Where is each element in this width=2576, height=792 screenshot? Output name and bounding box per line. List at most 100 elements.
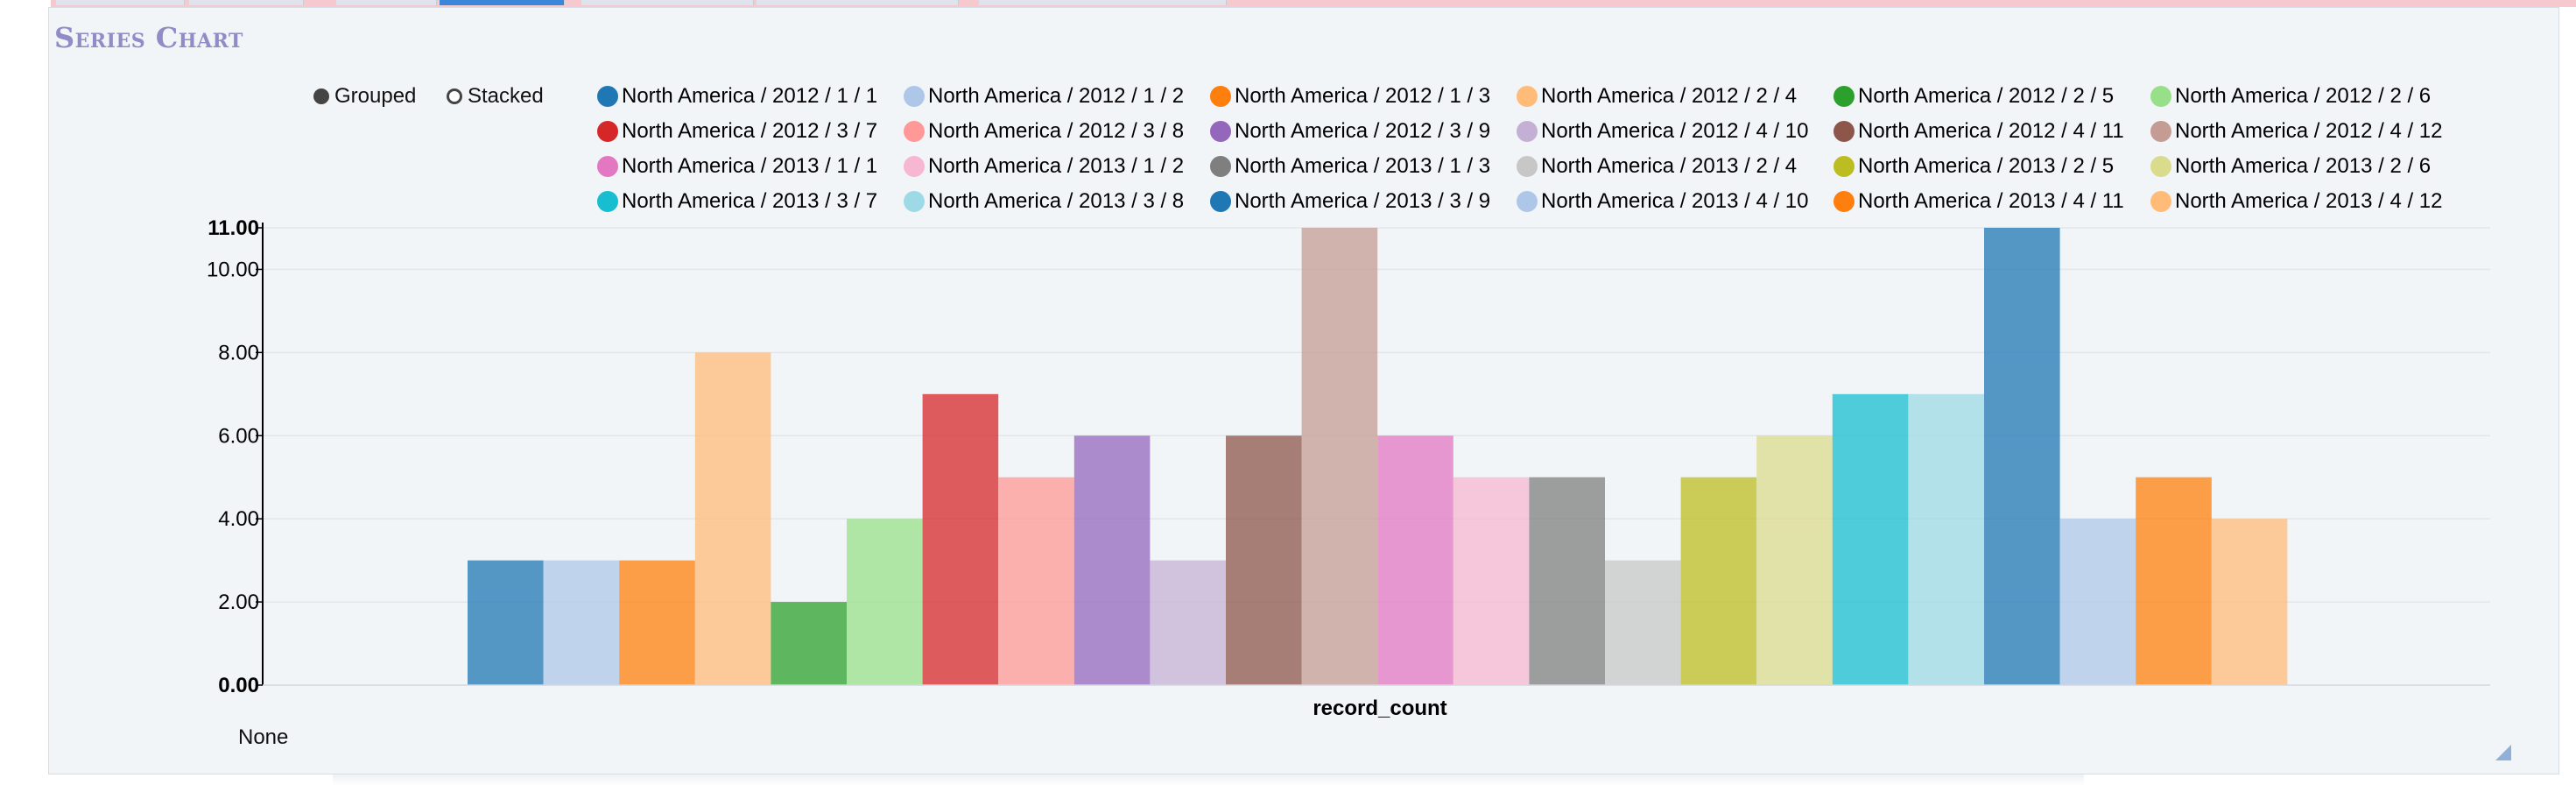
bar[interactable] [1073, 435, 1151, 685]
legend-swatch-icon [1210, 191, 1231, 212]
top-tab[interactable] [581, 0, 754, 5]
legend-label: North America / 2013 / 3 / 9 [1235, 189, 1491, 213]
stacked-toggle[interactable]: Stacked [447, 84, 544, 109]
y-tick-label: 8.00 [218, 341, 259, 364]
legend-item[interactable]: North America / 2013 / 4 / 11 [1833, 189, 2124, 214]
legend-label: North America / 2013 / 2 / 4 [1541, 154, 1798, 178]
legend-swatch-icon [904, 121, 925, 142]
legend-swatch-icon [597, 86, 618, 107]
legend-item[interactable]: North America / 2013 / 4 / 10 [1517, 189, 1809, 214]
legend-swatch-icon [1833, 156, 1855, 177]
top-tab[interactable] [189, 0, 304, 5]
legend-label: North America / 2012 / 4 / 12 [2175, 119, 2443, 143]
bar[interactable] [847, 519, 923, 685]
legend-label: North America / 2012 / 1 / 3 [1235, 84, 1491, 108]
legend-item[interactable]: North America / 2012 / 2 / 6 [2150, 84, 2431, 109]
legend-item[interactable]: North America / 2012 / 1 / 3 [1210, 84, 1490, 109]
legend-swatch-icon [2150, 156, 2171, 177]
legend-item[interactable]: North America / 2012 / 4 / 12 [2150, 119, 2443, 144]
grouped-toggle[interactable]: Grouped [313, 84, 416, 109]
bar[interactable] [998, 477, 1074, 685]
bar[interactable] [2136, 477, 2212, 685]
legend-item[interactable]: North America / 2012 / 1 / 2 [904, 84, 1184, 109]
resize-grip-icon[interactable] [2495, 745, 2511, 760]
legend-label: North America / 2012 / 4 / 10 [1541, 119, 1809, 143]
legend-swatch-icon [1517, 156, 1538, 177]
y-tick-label: 4.00 [218, 507, 259, 531]
panel-shadow [333, 774, 2084, 787]
bar[interactable] [543, 560, 620, 685]
legend-swatch-icon [904, 86, 925, 107]
bar[interactable] [1605, 560, 1681, 685]
legend-item[interactable]: North America / 2012 / 1 / 1 [597, 84, 877, 109]
legend-label: North America / 2012 / 2 / 4 [1541, 84, 1798, 108]
legend-item[interactable]: North America / 2013 / 2 / 6 [2150, 154, 2431, 179]
legend-swatch-icon [1517, 121, 1538, 142]
bar[interactable] [1680, 477, 1757, 685]
bar[interactable] [2211, 519, 2288, 685]
legend-swatch-icon [1833, 191, 1855, 212]
legend-item[interactable]: North America / 2013 / 4 / 12 [2150, 189, 2443, 214]
bar[interactable] [1908, 393, 1984, 685]
legend-swatch-icon [1833, 86, 1855, 107]
legend-label: North America / 2012 / 1 / 2 [928, 84, 1185, 108]
legend-swatch-icon [1517, 86, 1538, 107]
legend-label: North America / 2012 / 3 / 7 [622, 119, 878, 143]
stacked-label: Stacked [468, 84, 544, 108]
legend-item[interactable]: North America / 2013 / 1 / 2 [904, 154, 1184, 179]
bar[interactable] [1226, 435, 1302, 685]
legend-item[interactable]: North America / 2013 / 1 / 1 [597, 154, 877, 179]
legend-item[interactable]: North America / 2013 / 2 / 5 [1833, 154, 2114, 179]
legend-item[interactable]: North America / 2013 / 2 / 4 [1517, 154, 1797, 179]
bar[interactable] [1529, 477, 1605, 685]
bar[interactable] [619, 560, 695, 685]
legend-label: North America / 2012 / 1 / 1 [622, 84, 878, 108]
legend-swatch-icon [1210, 156, 1231, 177]
legend-swatch-icon [597, 191, 618, 212]
legend-item[interactable]: North America / 2013 / 3 / 9 [1210, 189, 1490, 214]
legend-item[interactable]: North America / 2012 / 3 / 8 [904, 119, 1184, 144]
legend-item[interactable]: North America / 2012 / 2 / 5 [1833, 84, 2114, 109]
top-tab-strip [51, 0, 2576, 7]
legend-item[interactable]: North America / 2012 / 4 / 10 [1517, 119, 1809, 144]
legend-item[interactable]: North America / 2012 / 3 / 7 [597, 119, 877, 144]
legend-item[interactable]: North America / 2012 / 3 / 9 [1210, 119, 1490, 144]
top-tab[interactable] [336, 0, 437, 5]
legend-label: North America / 2013 / 1 / 1 [622, 154, 878, 178]
bar[interactable] [922, 393, 999, 685]
bar[interactable] [771, 602, 847, 685]
bar[interactable] [1984, 228, 2060, 685]
legend-swatch-icon [1210, 121, 1231, 142]
legend-label: North America / 2013 / 4 / 10 [1541, 189, 1809, 213]
legend-item[interactable]: North America / 2013 / 1 / 3 [1210, 154, 1490, 179]
legend-swatch-icon [597, 121, 618, 142]
legend-item[interactable]: North America / 2012 / 2 / 4 [1517, 84, 1797, 109]
legend-swatch-icon [904, 156, 925, 177]
legend-label: North America / 2013 / 3 / 8 [928, 189, 1185, 213]
x-axis-label: record_count [1313, 697, 1446, 720]
bar[interactable] [1832, 393, 1909, 685]
legend-label: North America / 2013 / 3 / 7 [622, 189, 878, 213]
top-tab[interactable] [56, 0, 185, 5]
legend-swatch-icon [1210, 86, 1231, 107]
legend-item[interactable]: North America / 2012 / 4 / 11 [1833, 119, 2124, 144]
legend-item[interactable]: North America / 2013 / 3 / 7 [597, 189, 877, 214]
legend-swatch-icon [1833, 121, 1855, 142]
bar[interactable] [2059, 519, 2136, 685]
y-tick-label: 6.00 [218, 424, 259, 448]
legend-swatch-icon [2150, 86, 2171, 107]
bar[interactable] [1756, 435, 1833, 685]
bar[interactable] [1301, 228, 1378, 685]
top-tab[interactable] [979, 0, 1227, 5]
top-tab-active[interactable] [440, 0, 565, 5]
bar[interactable] [1150, 560, 1226, 685]
legend-swatch-icon [904, 191, 925, 212]
legend-item[interactable]: North America / 2013 / 3 / 8 [904, 189, 1184, 214]
top-tab[interactable] [757, 0, 959, 5]
bar[interactable] [1453, 477, 1530, 685]
bar[interactable] [1377, 435, 1453, 685]
legend-label: North America / 2013 / 4 / 12 [2175, 189, 2443, 213]
bar[interactable] [468, 560, 544, 685]
grouped-label: Grouped [334, 84, 417, 108]
bar[interactable] [694, 352, 771, 685]
